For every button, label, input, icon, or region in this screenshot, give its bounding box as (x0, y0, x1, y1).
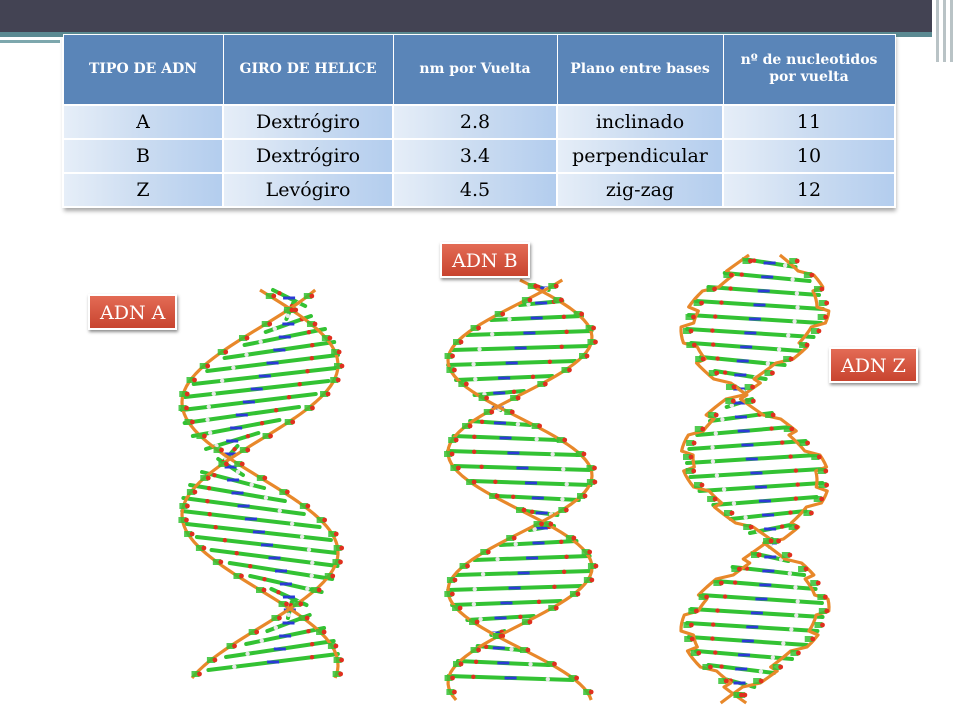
dna-a-helix-illustration (178, 288, 345, 680)
label-adn-z: ADN Z (829, 347, 918, 383)
table-row: Z Levógiro 4.5 zig-zag 12 (62, 171, 896, 209)
header-giro: GIRO DE HELICE (222, 34, 394, 105)
dna-types-table: TIPO DE ADN GIRO DE HELICE nm por Vuelta… (62, 34, 896, 209)
header-nucleotidos: nº de nucleotidos por vuelta (722, 34, 896, 105)
cell-giro: Levógiro (222, 171, 394, 209)
cell-giro: Dextrógiro (222, 137, 394, 174)
table-row: A Dextrógiro 2.8 inclinado 11 (62, 103, 896, 140)
cell-nucleotidos: 11 (722, 103, 896, 140)
cell-giro: Dextrógiro (222, 103, 394, 140)
cell-nucleotidos: 10 (722, 137, 896, 174)
label-adn-b: ADN B (440, 242, 530, 278)
cell-nm: 2.8 (392, 103, 558, 140)
header-tipo: TIPO DE ADN (62, 34, 224, 105)
cell-tipo: B (62, 137, 224, 174)
cell-nm: 3.4 (392, 137, 558, 174)
slide-accent-line-small (0, 40, 60, 43)
cell-plano: perpendicular (556, 137, 724, 174)
cell-nucleotidos: 12 (722, 171, 896, 209)
cell-plano: inclinado (556, 103, 724, 140)
table-header-row: TIPO DE ADN GIRO DE HELICE nm por Vuelta… (62, 34, 896, 105)
header-nm-vuelta: nm por Vuelta (392, 34, 558, 105)
label-adn-a: ADN A (88, 294, 178, 330)
cell-tipo: A (62, 103, 224, 140)
slide-top-bar (0, 0, 932, 32)
table-row: B Dextrógiro 3.4 perpendicular 10 (62, 137, 896, 174)
dna-z-helix-illustration (679, 253, 831, 705)
dna-b-helix-illustration (444, 278, 599, 702)
header-plano: Plano entre bases (556, 34, 724, 105)
slide-corner-decoration (932, 0, 960, 62)
cell-plano: zig-zag (556, 171, 724, 209)
cell-nm: 4.5 (392, 171, 558, 209)
cell-tipo: Z (62, 171, 224, 209)
